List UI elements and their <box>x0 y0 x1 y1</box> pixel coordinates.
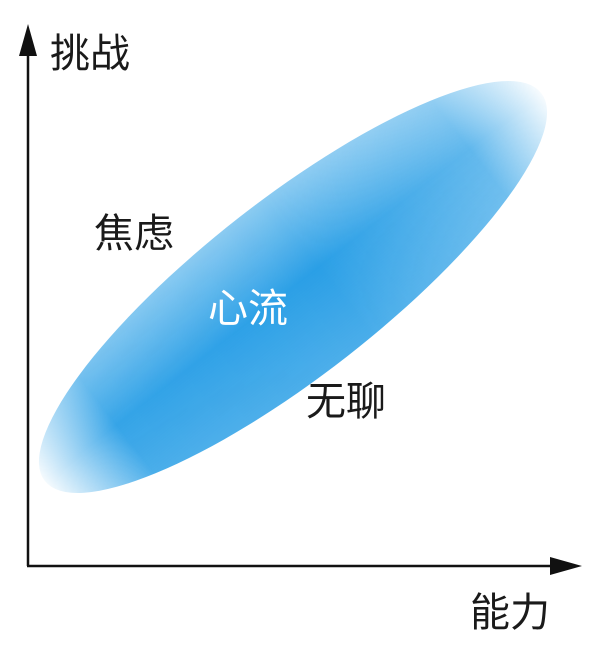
boredom-zone-label: 无聊 <box>306 379 386 425</box>
flow-zone-label: 心流 <box>208 286 288 332</box>
x-axis-arrow-icon <box>550 557 582 575</box>
x-axis-label: 能力 <box>470 590 550 636</box>
flow-band <box>38 81 548 493</box>
anxiety-zone-label: 焦虑 <box>94 211 174 257</box>
axes <box>19 24 582 575</box>
y-axis-arrow-icon <box>19 24 37 56</box>
y-axis-label: 挑战 <box>50 31 130 77</box>
